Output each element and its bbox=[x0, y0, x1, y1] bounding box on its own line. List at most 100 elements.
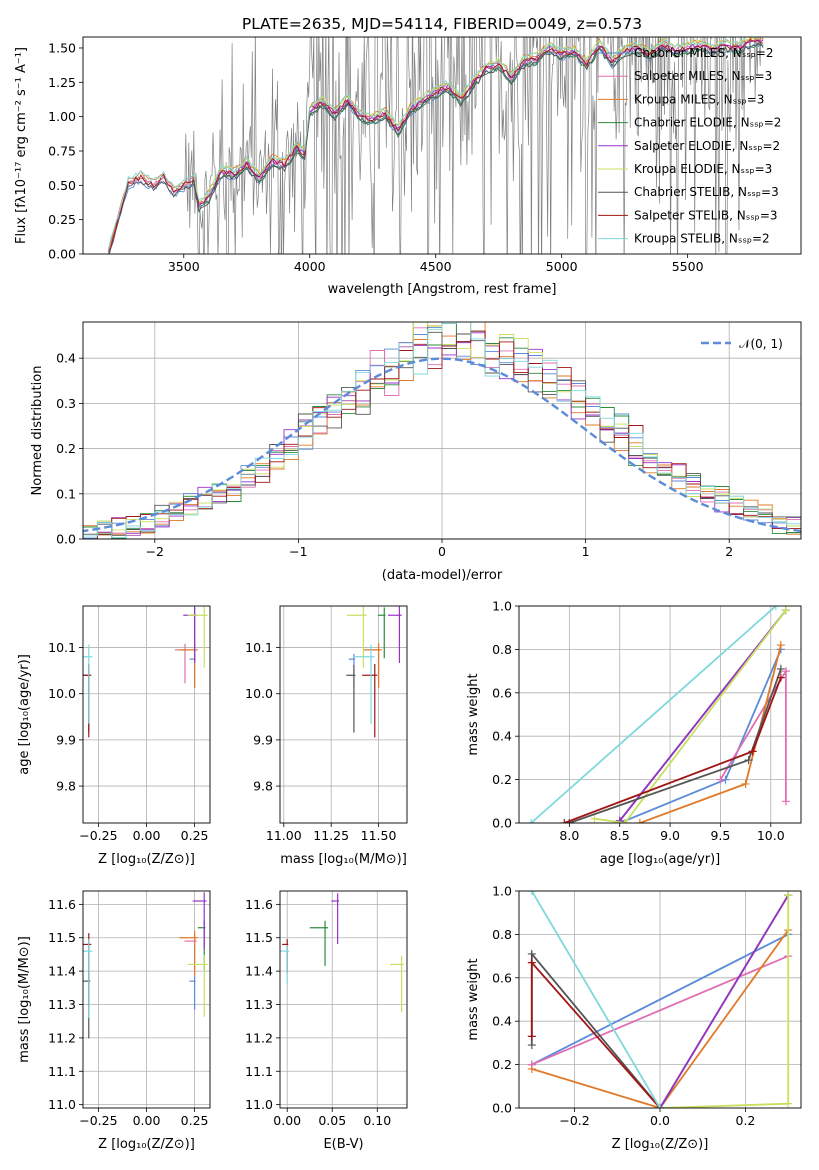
panel-residuals: −2 −1 0 1 2 0.0 0.1 0.2 0.3 0.4 (data-model)/error… bbox=[30, 321, 802, 583]
x-tick-label: 1 bbox=[582, 544, 590, 559]
y-tick-label: 0.6 bbox=[492, 685, 512, 700]
plot-area bbox=[346, 606, 402, 738]
marker-kroupa-stelib bbox=[656, 1104, 664, 1108]
plot-area bbox=[527, 606, 790, 823]
y-tick-label: 0.75 bbox=[48, 143, 76, 158]
axes-frame bbox=[82, 321, 802, 540]
x-tick-label: 9.0 bbox=[660, 828, 680, 843]
panel-age_vs_mass: 11.00 11.25 11.50 9.8 9.9 10.0 10.1 mass [log₁₀… bbox=[245, 605, 408, 867]
y-tick-label: 10.1 bbox=[245, 640, 273, 655]
axes-frame bbox=[279, 605, 408, 824]
legend-label: Kroupa ELODIE, Nₛₛₚ=3 bbox=[634, 162, 772, 176]
y-tick-label: 0.00 bbox=[48, 247, 76, 262]
marker-salpeter-stelib bbox=[748, 747, 757, 756]
legend-label: Chabrier MILES, Nₛₛₚ=2 bbox=[634, 46, 774, 60]
legend-label: Kroupa STELIB, Nₛₛₚ=2 bbox=[634, 232, 770, 246]
y-tick-label: 0.0 bbox=[492, 1101, 512, 1116]
x-axis-label: Z [log₁₀(Z/Z⊙)] bbox=[98, 1137, 195, 1152]
marker-kroupa-miles bbox=[527, 1064, 536, 1073]
x-axis-label: wavelength [Angstrom, rest frame] bbox=[328, 282, 557, 297]
marker-chabrier-stelib bbox=[527, 949, 536, 958]
x-tick-label: 4000 bbox=[294, 259, 326, 274]
weight-line-chabrier-miles bbox=[531, 933, 789, 1066]
y-axis-label: age [log₁₀(age/yr)] bbox=[17, 654, 32, 775]
x-tick-label: 0.05 bbox=[318, 1113, 346, 1128]
y-tick-label: 11.0 bbox=[245, 1097, 273, 1112]
y-tick-label: 0.0 bbox=[492, 816, 512, 831]
plot-area bbox=[83, 892, 208, 1039]
x-tick-label: 11.50 bbox=[361, 828, 397, 843]
legend-label: Chabrier STELIB, Nₛₛₚ=3 bbox=[634, 185, 779, 199]
x-tick-label: 0 bbox=[438, 544, 446, 559]
x-tick-label: 0.25 bbox=[181, 1113, 209, 1128]
marker-salpeter-stelib bbox=[527, 1032, 536, 1041]
y-tick-label: 9.8 bbox=[56, 779, 76, 794]
marker-kroupa-stelib bbox=[527, 891, 536, 895]
axes-frame bbox=[518, 890, 802, 1109]
y-tick-label: 11.4 bbox=[245, 964, 273, 979]
y-tick-label: 0.2 bbox=[492, 1057, 512, 1072]
y-tick-label: 0.8 bbox=[492, 642, 512, 657]
marker-chabrier-stelib bbox=[744, 756, 753, 765]
y-tick-label: 11.2 bbox=[48, 1030, 76, 1045]
marker-kroupa-elodie bbox=[590, 814, 599, 823]
y-tick-label: 10.0 bbox=[48, 686, 76, 701]
y-tick-label: 11.3 bbox=[48, 997, 76, 1012]
x-tick-label: 10.0 bbox=[757, 828, 785, 843]
x-axis-label: (data-model)/error bbox=[382, 568, 503, 583]
y-tick-label: 1.50 bbox=[48, 40, 76, 55]
weight-line-salpeter-miles bbox=[531, 955, 789, 1066]
x-tick-label: 8.5 bbox=[610, 828, 630, 843]
axes-frame bbox=[279, 890, 408, 1109]
y-tick-label: 11.5 bbox=[245, 930, 273, 945]
y-tick-label: 11.1 bbox=[48, 1064, 76, 1079]
plot-area bbox=[83, 606, 208, 738]
legend: 𝒩(0, 1) bbox=[701, 337, 783, 351]
y-tick-label: 1.0 bbox=[492, 884, 512, 899]
legend: Chabrier MILES, Nₛₛₚ=2 Salpeter MILES, Nₛ… bbox=[598, 46, 781, 246]
y-tick-label: 0.25 bbox=[48, 212, 76, 227]
marker-kroupa-miles bbox=[776, 641, 785, 650]
axes-frame bbox=[82, 605, 211, 824]
y-tick-label: 0.1 bbox=[56, 486, 76, 501]
x-tick-label: −0.25 bbox=[79, 1113, 117, 1128]
marker-chabrier-stelib bbox=[527, 1041, 536, 1050]
marker-kroupa-stelib bbox=[771, 606, 780, 610]
model-line-chabrier-stelib bbox=[108, 42, 764, 254]
y-tick-label: 11.6 bbox=[245, 897, 273, 912]
legend-label: Salpeter STELIB, Nₛₛₚ=3 bbox=[634, 208, 778, 222]
y-tick-label: 0.6 bbox=[492, 970, 512, 985]
x-axis-label: Z [log₁₀(Z/Z⊙)] bbox=[98, 852, 195, 867]
plot-area bbox=[527, 891, 793, 1108]
x-tick-label: 5500 bbox=[672, 259, 704, 274]
y-tick-label: 0.0 bbox=[56, 532, 76, 547]
panel-spectrum: 3500 4000 4500 5000 5500 0.00 0.25 0.50 0.75 1.00… bbox=[14, 36, 802, 297]
x-axis-label: E(B-V) bbox=[323, 1137, 363, 1152]
y-tick-label: 1.00 bbox=[48, 109, 76, 124]
plot-area bbox=[83, 322, 801, 539]
x-tick-label: −1 bbox=[289, 544, 307, 559]
plot-area bbox=[280, 893, 404, 1013]
y-tick-label: 11.5 bbox=[48, 930, 76, 945]
marker-chabrier-stelib bbox=[776, 664, 785, 673]
y-tick-label: 0.4 bbox=[56, 351, 76, 366]
y-axis-label: mass [log₁₀(M/M⊙)] bbox=[17, 936, 32, 1063]
panel-mass_vs_ebv: 0.00 0.05 0.10 11.0 11.1 11.2 11.3 11.4 11.5 11.6… bbox=[245, 890, 408, 1152]
y-tick-label: 9.8 bbox=[253, 779, 273, 794]
marker-salpeter-stelib bbox=[776, 673, 785, 682]
legend-label: Salpeter MILES, Nₛₛₚ=3 bbox=[634, 69, 772, 83]
panel-mass_vs_Z: −0.25 0.00 0.25 11.0 11.1 11.2 11.3 11.4 11.5 11.… bbox=[17, 890, 211, 1152]
marker-kroupa-miles bbox=[635, 819, 644, 823]
x-tick-label: −2 bbox=[146, 544, 164, 559]
y-tick-label: 0.4 bbox=[492, 729, 512, 744]
y-tick-label: 9.9 bbox=[253, 732, 273, 747]
y-tick-label: 0.2 bbox=[56, 441, 76, 456]
axes-frame bbox=[82, 890, 211, 1109]
x-tick-label: 2 bbox=[725, 544, 733, 559]
y-axis-label: Normed distribution bbox=[30, 366, 45, 496]
x-tick-label: 9.5 bbox=[710, 828, 730, 843]
marker-salpeter-stelib bbox=[560, 819, 569, 823]
axes-frame bbox=[518, 605, 802, 824]
marker-kroupa-elodie bbox=[781, 606, 790, 615]
